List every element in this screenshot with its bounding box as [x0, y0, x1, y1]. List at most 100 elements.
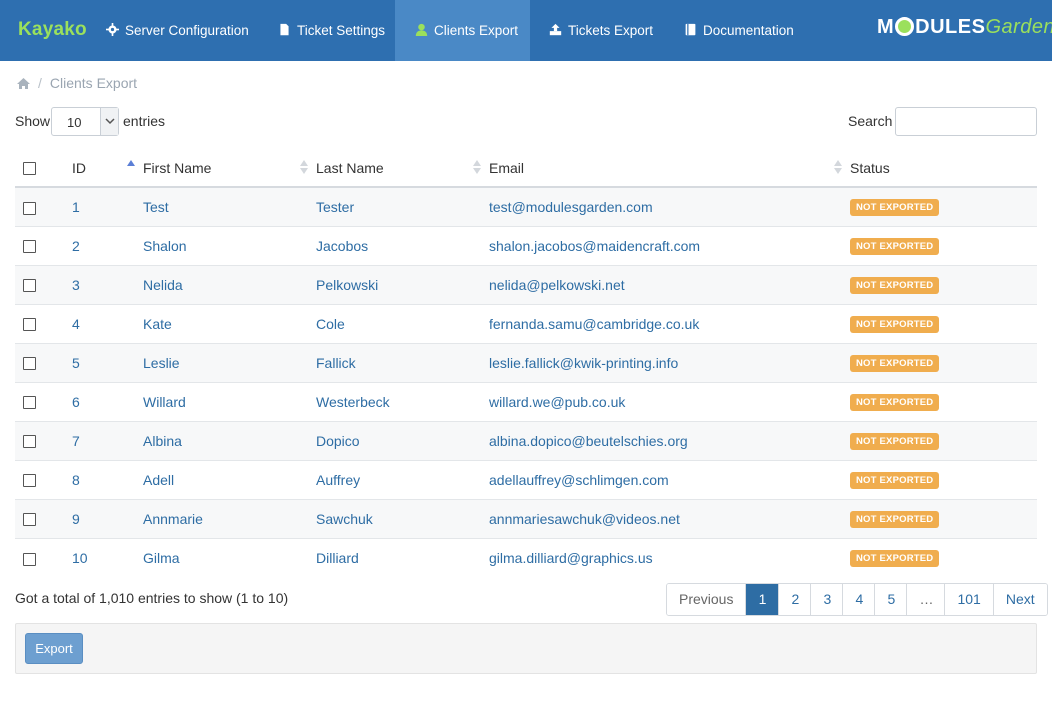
brand-title[interactable]: Kayako — [18, 19, 87, 40]
total-entries-text: Got a total of 1,010 entries to show (1 … — [15, 590, 289, 606]
cell-email[interactable]: leslie.fallick@kwik-printing.info — [489, 342, 850, 382]
nav-tickets-export[interactable]: Tickets Export — [549, 0, 653, 61]
nav-clients-export[interactable]: Clients Export — [395, 0, 530, 61]
row-checkbox[interactable] — [23, 435, 36, 449]
row-checkbox[interactable] — [23, 552, 36, 566]
column-header-last-name[interactable]: Last Name — [316, 149, 489, 188]
cell-status: NOT EXPORTED — [850, 498, 1037, 538]
cell-first-name[interactable]: Test — [143, 186, 316, 226]
cell-last-name[interactable]: Tester — [316, 186, 489, 226]
status-badge: NOT EXPORTED — [850, 550, 940, 568]
row-select-cell — [15, 342, 57, 382]
pagination-page-2[interactable]: 2 — [778, 584, 811, 615]
logo-o-icon — [895, 17, 915, 36]
cell-first-name[interactable]: Adell — [143, 459, 316, 499]
page-size-select[interactable]: 10 — [51, 107, 119, 136]
cell-first-name[interactable]: Willard — [143, 381, 316, 421]
row-select-cell — [15, 459, 57, 499]
home-icon[interactable] — [17, 78, 30, 89]
pagination-page-5[interactable]: 5 — [874, 584, 907, 615]
row-checkbox[interactable] — [23, 240, 36, 254]
nav-server-configuration[interactable]: Server Configuration — [106, 0, 249, 61]
cell-last-name[interactable]: Jacobos — [316, 225, 489, 265]
row-checkbox[interactable] — [23, 318, 36, 332]
cell-id[interactable]: 6 — [57, 381, 143, 421]
cell-last-name[interactable]: Dilliard — [316, 537, 489, 577]
cell-email[interactable]: fernanda.samu@cambridge.co.uk — [489, 303, 850, 343]
column-header-email[interactable]: Email — [489, 149, 850, 188]
cell-last-name[interactable]: Cole — [316, 303, 489, 343]
pagination-next[interactable]: Next — [992, 584, 1047, 615]
cell-email[interactable]: test@modulesgarden.com — [489, 186, 850, 226]
cell-email[interactable]: nelida@pelkowski.net — [489, 264, 850, 304]
cell-first-name[interactable]: Gilma — [143, 537, 316, 577]
row-checkbox[interactable] — [23, 201, 36, 215]
sort-icon — [473, 160, 481, 174]
nav-clients-export-label: Clients Export — [434, 23, 519, 38]
pagination-page-101[interactable]: 101 — [944, 584, 993, 615]
row-checkbox[interactable] — [23, 474, 36, 488]
row-select-cell — [15, 225, 57, 265]
column-header-status[interactable]: Status — [850, 149, 1037, 188]
row-select-cell — [15, 420, 57, 460]
status-badge: NOT EXPORTED — [850, 433, 940, 450]
cell-last-name[interactable]: Fallick — [316, 342, 489, 382]
row-checkbox[interactable] — [23, 513, 36, 527]
nav-ticket-settings[interactable]: Ticket Settings — [278, 0, 385, 61]
row-checkbox[interactable] — [23, 357, 36, 371]
pagination-previous[interactable]: Previous — [667, 584, 746, 615]
entries-label: entries — [123, 113, 166, 129]
nav-documentation[interactable]: Documentation — [684, 0, 794, 61]
row-checkbox[interactable] — [23, 396, 36, 410]
table-row: 2 Shalon Jacobos shalon.jacobos@maidencraft… — [15, 225, 1037, 265]
sort-asc-icon — [127, 160, 135, 166]
cell-last-name[interactable]: Sawchuk — [316, 498, 489, 538]
cell-email[interactable]: shalon.jacobos@maidencraft.com — [489, 225, 850, 265]
cell-first-name[interactable]: Kate — [143, 303, 316, 343]
cell-status: NOT EXPORTED — [850, 381, 1037, 421]
cell-id[interactable]: 2 — [57, 225, 143, 265]
cell-last-name[interactable]: Westerbeck — [316, 381, 489, 421]
cell-email[interactable]: annmariesawchuk@videos.net — [489, 498, 850, 538]
cell-email[interactable]: willard.we@pub.co.uk — [489, 381, 850, 421]
pagination: Previous 1 2 3 4 5 … 101 Next — [666, 583, 1048, 616]
export-button[interactable]: Export — [25, 633, 83, 664]
cell-last-name[interactable]: Dopico — [316, 420, 489, 460]
cell-email[interactable]: adellauffrey@schlimgen.com — [489, 459, 850, 499]
column-header-first-name[interactable]: First Name — [143, 149, 316, 188]
cell-id[interactable]: 10 — [57, 537, 143, 577]
cell-first-name[interactable]: Albina — [143, 420, 316, 460]
nav-ticket-settings-label: Ticket Settings — [297, 23, 386, 38]
cell-id[interactable]: 3 — [57, 264, 143, 304]
cell-first-name[interactable]: Shalon — [143, 225, 316, 265]
cell-id[interactable]: 1 — [57, 186, 143, 226]
cell-id[interactable]: 8 — [57, 459, 143, 499]
cell-id[interactable]: 9 — [57, 498, 143, 538]
book-icon — [685, 23, 696, 36]
cell-first-name[interactable]: Annmarie — [143, 498, 316, 538]
cell-last-name[interactable]: Pelkowski — [316, 264, 489, 304]
row-checkbox[interactable] — [23, 279, 36, 293]
table-row: 10 Gilma Dilliard gilma.dilliard@graphics.u… — [15, 537, 1037, 577]
table-row: 4 Kate Cole fernanda.samu@cambridge.co.uk NO… — [15, 303, 1037, 343]
status-badge: NOT EXPORTED — [850, 472, 940, 489]
cell-id[interactable]: 7 — [57, 420, 143, 460]
search-input[interactable] — [895, 107, 1037, 136]
cell-id[interactable]: 4 — [57, 303, 143, 343]
column-header-id[interactable]: ID — [57, 149, 143, 188]
status-badge: NOT EXPORTED — [850, 355, 940, 372]
table-row: 3 Nelida Pelkowski nelida@pelkowski.net NOT … — [15, 264, 1037, 304]
cell-email[interactable]: albina.dopico@beutelschies.org — [489, 420, 850, 460]
cell-first-name[interactable]: Nelida — [143, 264, 316, 304]
cell-status: NOT EXPORTED — [850, 303, 1037, 343]
cell-id[interactable]: 5 — [57, 342, 143, 382]
select-all-checkbox[interactable] — [23, 162, 36, 176]
cell-last-name[interactable]: Auffrey — [316, 459, 489, 499]
cell-first-name[interactable]: Leslie — [143, 342, 316, 382]
pagination-page-1[interactable]: 1 — [745, 584, 779, 615]
pagination-page-4[interactable]: 4 — [842, 584, 875, 615]
cell-email[interactable]: gilma.dilliard@graphics.us — [489, 537, 850, 577]
modulesgarden-logo: M DULESGarden — [877, 16, 1052, 38]
gear-icon — [106, 23, 119, 36]
pagination-page-3[interactable]: 3 — [810, 584, 843, 615]
